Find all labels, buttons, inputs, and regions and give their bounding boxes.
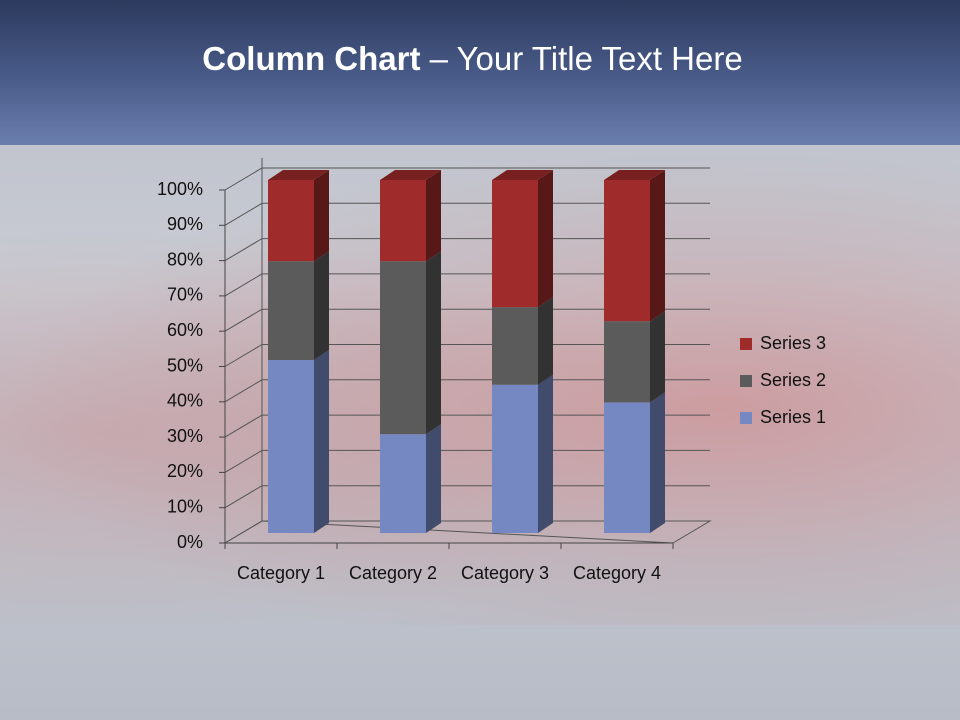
y-tick-label: 10% <box>167 496 203 516</box>
bar <box>268 360 314 533</box>
title-bold: Column Chart <box>202 40 421 77</box>
y-tick-label: 50% <box>167 355 203 375</box>
bar-side <box>426 170 441 262</box>
title-rest: – Your Title Text Here <box>429 40 743 77</box>
legend-swatch <box>740 375 752 387</box>
bar <box>268 180 314 262</box>
title-banner <box>0 0 960 145</box>
grid-line <box>224 379 710 403</box>
y-tick-label: 40% <box>167 391 203 411</box>
grid-line <box>224 273 710 297</box>
bar-top <box>380 170 441 180</box>
x-tick-label: Category 1 <box>236 563 326 583</box>
x-tick-label: Category 3 <box>460 563 550 583</box>
bar-side <box>426 251 441 435</box>
y-tick-label: 70% <box>167 285 203 305</box>
grid-line <box>224 520 710 544</box>
x-tick-label: Category 2 <box>348 563 438 583</box>
y-tick-label: 90% <box>167 214 203 234</box>
bar-side <box>538 374 553 533</box>
bar-top <box>268 170 329 180</box>
bar-side <box>650 170 665 322</box>
slide-title: Column Chart – Your Title Text Here <box>0 40 945 78</box>
bar-side <box>426 424 441 533</box>
bar-side <box>538 170 553 308</box>
legend-label: Series 3 <box>760 333 826 353</box>
y-tick-label: 0% <box>177 532 203 552</box>
grid-line <box>224 308 710 332</box>
bar <box>604 180 650 322</box>
bar <box>380 180 426 262</box>
bar-side <box>650 311 665 403</box>
bar-side <box>314 350 329 533</box>
y-tick-label: 30% <box>167 426 203 446</box>
bar <box>268 261 314 361</box>
bar <box>492 180 538 308</box>
grid-line <box>224 167 710 191</box>
y-tick-label: 20% <box>167 461 203 481</box>
grid-line <box>224 414 710 438</box>
bar <box>604 402 650 533</box>
legend-swatch <box>740 338 752 350</box>
bar-side <box>650 392 665 533</box>
bar-side <box>314 170 329 262</box>
bar-side <box>314 251 329 361</box>
y-tick-label: 80% <box>167 249 203 269</box>
bar <box>380 261 426 435</box>
y-tick-label: 60% <box>167 320 203 340</box>
bar-top <box>492 170 553 180</box>
legend-label: Series 2 <box>760 370 826 390</box>
bar-top <box>604 170 665 180</box>
grid-line <box>224 202 710 226</box>
bar <box>492 307 538 385</box>
y-tick-label: 100% <box>157 179 203 199</box>
legend-label: Series 1 <box>760 407 826 427</box>
background-photo <box>0 145 960 625</box>
grid-line <box>224 449 710 473</box>
grid-line <box>224 485 710 509</box>
bar <box>492 384 538 533</box>
bar <box>380 434 426 533</box>
x-tick-label: Category 4 <box>572 563 662 583</box>
bar <box>604 321 650 403</box>
grid-line <box>224 238 710 262</box>
grid-line <box>224 344 710 367</box>
legend-swatch <box>740 412 752 424</box>
bar-side <box>538 297 553 385</box>
